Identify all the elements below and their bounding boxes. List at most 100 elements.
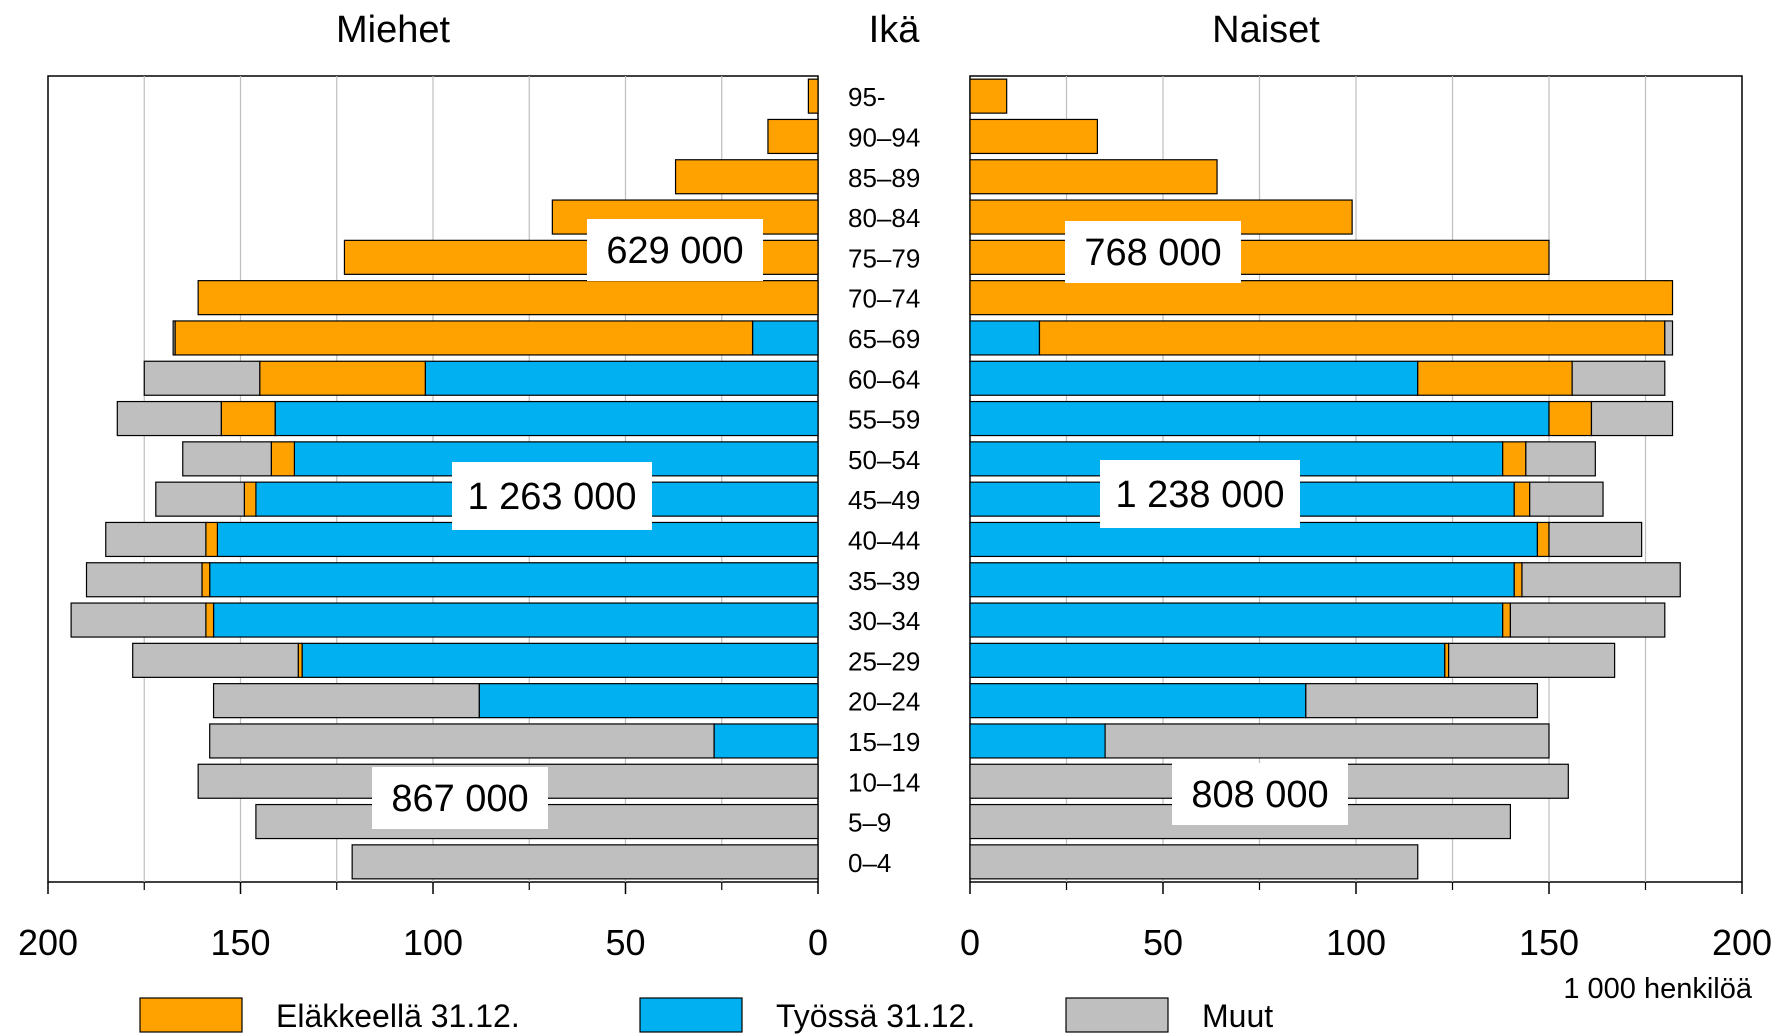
bar-naiset-elakkeella-31-12-35-39 <box>1513 562 1523 598</box>
age-label-55-59: 55–59 <box>848 405 920 435</box>
tick-label-left-200: 200 <box>18 922 78 963</box>
bar-naiset-tyossa-31-12-40-44 <box>969 521 1539 558</box>
bar-miehet-muut-65-69 <box>172 320 176 356</box>
annotation-naiset-3-text: 808 000 <box>1191 774 1328 816</box>
bar-naiset-elakkeella-31-12-60-64 <box>1417 360 1573 396</box>
bar-naiset-elakkeella-31-12-45-49 <box>1513 481 1531 517</box>
legend-swatch-muut <box>1065 997 1169 1033</box>
bar-miehet-elakkeella-31-12-60-64 <box>259 360 426 396</box>
bar-naiset-tyossa-31-12-60-64 <box>969 360 1419 396</box>
bar-naiset-muut-55-59 <box>1590 400 1674 437</box>
age-label-60-64: 60–64 <box>848 364 920 394</box>
annotation-naiset-3-box <box>1172 763 1348 825</box>
tick-label-right-150: 150 <box>1519 922 1579 963</box>
age-label-50-54: 50–54 <box>848 445 920 475</box>
bar-miehet-muut-0-4 <box>351 844 819 880</box>
tick-label-right-200: 200 <box>1712 922 1772 963</box>
bar-miehet-tyossa-31-12-20-24 <box>478 683 819 719</box>
age-label-5-9: 5–9 <box>848 808 891 838</box>
bar-miehet-elakkeella-31-12-85-89 <box>674 159 819 195</box>
bar-naiset-muut-35-39 <box>1521 562 1681 598</box>
legend-swatch-tyossa-31-12 <box>639 997 743 1033</box>
bar-naiset-tyossa-31-12-30-34 <box>969 602 1504 638</box>
annotation-naiset-2-text: 1 238 000 <box>1115 474 1284 516</box>
bar-naiset-muut-20-24 <box>1305 683 1539 719</box>
bar-miehet-elakkeella-31-12-65-69 <box>174 320 754 356</box>
bar-miehet-tyossa-31-12-15-19 <box>713 723 819 759</box>
bar-naiset-tyossa-31-12-55-59 <box>969 400 1550 437</box>
bar-miehet-elakkeella-31-12-95 <box>807 78 819 114</box>
bar-naiset-tyossa-31-12-15-19 <box>969 723 1106 759</box>
tick-label-left-100: 100 <box>403 922 463 963</box>
bar-miehet-elakkeella-31-12-90-94 <box>767 118 819 155</box>
annotation-naiset-1-box <box>1065 221 1241 283</box>
bar-miehet-elakkeella-31-12-55-59 <box>220 400 276 437</box>
bar-naiset-tyossa-31-12-65-69 <box>969 320 1041 356</box>
age-label-10-14: 10–14 <box>848 767 920 797</box>
bar-miehet-elakkeella-31-12-30-34 <box>205 602 215 638</box>
age-label-95: 95- <box>848 82 886 112</box>
bar-miehet-tyossa-31-12-35-39 <box>209 562 819 598</box>
right-title: Naiset <box>1212 9 1320 51</box>
age-label-85-89: 85–89 <box>848 163 920 193</box>
tick-label-left-150: 150 <box>210 922 270 963</box>
bar-naiset-muut-60-64 <box>1571 360 1666 396</box>
bar-naiset-elakkeella-31-12-70-74 <box>969 280 1674 316</box>
left-title: Miehet <box>336 9 450 51</box>
tick-label-right-50: 50 <box>1143 922 1183 963</box>
bar-naiset-elakkeella-31-12-55-59 <box>1548 400 1593 437</box>
bar-naiset-elakkeella-31-12-90-94 <box>969 118 1098 155</box>
tick-label-left-50: 50 <box>605 922 645 963</box>
tick-label-right-100: 100 <box>1326 922 1386 963</box>
annotation-miehet-2-text: 1 263 000 <box>467 476 636 518</box>
legend-label-muut: Muut <box>1202 998 1273 1034</box>
age-label-25-29: 25–29 <box>848 646 920 676</box>
age-label-70-74: 70–74 <box>848 284 920 314</box>
annotation-miehet-2-box <box>452 462 652 530</box>
bar-miehet-tyossa-31-12-40-44 <box>216 521 819 558</box>
bar-miehet-elakkeella-31-12-70-74 <box>197 280 819 316</box>
bar-naiset-muut-50-54 <box>1525 441 1596 477</box>
bar-naiset-muut-0-4 <box>969 844 1419 880</box>
age-label-90-94: 90–94 <box>848 122 920 152</box>
age-label-75-79: 75–79 <box>848 243 920 273</box>
bar-miehet-tyossa-31-12-25-29 <box>301 642 819 678</box>
bar-naiset-muut-25-29 <box>1448 642 1616 678</box>
legend-label-elakkeella-31-12: Eläkkeellä 31.12. <box>276 998 520 1034</box>
annotation-naiset-2-box <box>1100 460 1300 528</box>
age-label-40-44: 40–44 <box>848 525 920 555</box>
bar-naiset-elakkeella-31-12-95 <box>969 78 1008 114</box>
bar-miehet-elakkeella-31-12-45-49 <box>243 481 257 517</box>
annotation-miehet-3-box <box>372 767 548 829</box>
age-label-80-84: 80–84 <box>848 203 920 233</box>
bar-naiset-tyossa-31-12-25-29 <box>969 642 1446 678</box>
bar-miehet-elakkeella-31-12-50-54 <box>270 441 295 477</box>
bar-miehet-tyossa-31-12-55-59 <box>274 400 819 437</box>
bar-miehet-muut-50-54 <box>182 441 272 477</box>
bar-miehet-muut-25-29 <box>132 642 299 678</box>
bar-miehet-muut-20-24 <box>212 683 480 719</box>
bar-miehet-muut-35-39 <box>85 562 203 598</box>
bar-miehet-muut-40-44 <box>105 521 207 558</box>
age-label-35-39: 35–39 <box>848 566 920 596</box>
bar-naiset-muut-65-69 <box>1664 320 1674 356</box>
bar-miehet-muut-15-19 <box>209 723 715 759</box>
age-label-45-49: 45–49 <box>848 485 920 515</box>
bar-miehet-muut-60-64 <box>143 360 261 396</box>
annotation-miehet-1-box <box>587 219 763 281</box>
tick-label-right-0: 0 <box>960 922 980 963</box>
center-title: Ikä <box>869 9 921 51</box>
bar-miehet-tyossa-31-12-65-69 <box>751 320 819 356</box>
bar-naiset-elakkeella-31-12-40-44 <box>1536 521 1550 558</box>
bar-naiset-muut-45-49 <box>1529 481 1604 517</box>
bar-naiset-elakkeella-31-12-50-54 <box>1502 441 1527 477</box>
age-label-30-34: 30–34 <box>848 606 920 636</box>
annotation-miehet-3-text: 867 000 <box>391 778 528 820</box>
age-label-15-19: 15–19 <box>848 727 920 757</box>
unit-label: 1 000 henkilöä <box>1563 973 1753 1005</box>
bar-naiset-tyossa-31-12-20-24 <box>969 683 1307 719</box>
bar-miehet-muut-55-59 <box>116 400 222 437</box>
annotation-miehet-1-text: 629 000 <box>606 230 743 272</box>
